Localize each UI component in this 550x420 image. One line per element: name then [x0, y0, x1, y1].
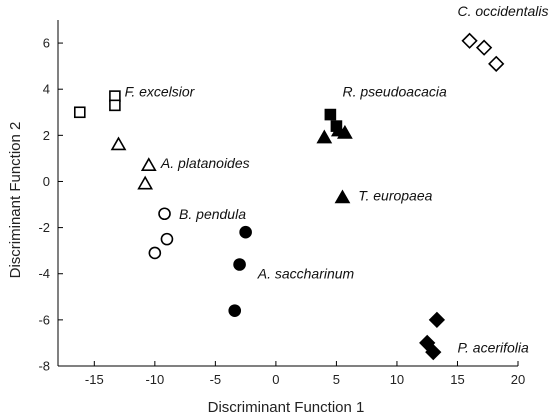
axis-ticks: -15 -10 -5 0 5 10 15 20 -8 -6 -4 -2 0 2 4 6 — [38, 36, 525, 387]
species-label: T. europaea — [358, 187, 432, 203]
y-tick-label: -6 — [38, 312, 50, 327]
y-tick-label: 2 — [43, 128, 50, 143]
y-tick-label: 6 — [43, 36, 50, 51]
data-point — [475, 39, 493, 56]
x-tick-label: 0 — [272, 372, 279, 387]
data-point — [316, 129, 333, 144]
species-label: P. acerifolia — [457, 340, 529, 356]
data-point — [428, 311, 446, 328]
x-tick-label: -5 — [210, 372, 222, 387]
data-point — [419, 334, 436, 352]
x-tick-label: 5 — [333, 372, 340, 387]
data-point — [425, 344, 442, 361]
y-tick-label: -4 — [38, 266, 50, 281]
species-label: A. platanoides — [160, 155, 250, 171]
y-tick-label: 4 — [43, 82, 50, 97]
x-axis-title: Discriminant Function 1 — [208, 399, 365, 416]
data-point — [228, 304, 242, 317]
x-tick-label: 10 — [390, 372, 404, 387]
data-point — [110, 136, 127, 151]
data-point — [148, 246, 162, 260]
data-point — [73, 106, 86, 119]
y-axis-title: Discriminant Function 2 — [7, 122, 24, 279]
x-tick-label: -10 — [145, 372, 164, 387]
data-point — [334, 189, 351, 204]
species-label: B. pendula — [179, 206, 246, 222]
species-label: R. pseudoacacia — [342, 84, 447, 100]
annotations: C. occidentalis F. excelsior R. pseudoacac… — [125, 3, 549, 356]
data-point — [140, 157, 157, 171]
data-point — [158, 207, 171, 221]
plot-frame — [57, 20, 518, 367]
data-point — [137, 175, 154, 190]
data-point — [233, 258, 246, 271]
data-point — [160, 232, 174, 246]
data-points — [73, 32, 505, 361]
data-point — [109, 99, 121, 112]
species-label: C. occidentalis — [457, 3, 548, 19]
y-tick-label: -8 — [38, 359, 50, 374]
data-point — [488, 55, 505, 72]
species-label: A. saccharinum — [257, 266, 355, 282]
x-tick-label: -15 — [85, 372, 104, 387]
data-point — [461, 32, 478, 49]
x-tick-label: 15 — [450, 372, 464, 387]
x-tick-label: 20 — [511, 372, 525, 387]
y-tick-label: -2 — [38, 220, 50, 235]
species-label: F. excelsior — [125, 84, 196, 100]
data-point — [324, 108, 337, 121]
data-point — [239, 225, 252, 239]
data-point — [337, 124, 353, 139]
y-tick-label: 0 — [43, 174, 50, 189]
